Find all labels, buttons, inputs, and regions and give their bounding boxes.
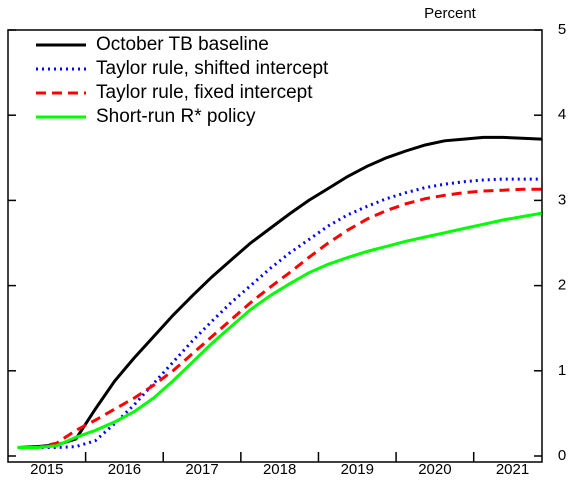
y-tick-label: 0 xyxy=(558,447,566,464)
series-line xyxy=(17,135,542,449)
x-tick-label: 2018 xyxy=(263,461,296,478)
x-tick-label: 2019 xyxy=(341,461,374,478)
legend-label: October TB baseline xyxy=(96,34,269,55)
legend-label: Taylor rule, shifted intercept xyxy=(96,58,329,79)
x-tick-label: 2015 xyxy=(30,461,63,478)
y-tick-label: 5 xyxy=(558,21,566,38)
plot-frame xyxy=(7,29,543,463)
x-tick-label: 2017 xyxy=(185,461,218,478)
unit-label: Percent xyxy=(424,5,477,22)
legend-label: Taylor rule, fixed intercept xyxy=(96,82,313,103)
y-tick-label: 4 xyxy=(558,106,566,123)
x-tick-label: 2021 xyxy=(496,461,529,478)
y-tick-label: 3 xyxy=(558,191,566,208)
series-line xyxy=(17,187,542,449)
legend: October TB baseline Taylor rule, shifted … xyxy=(36,34,329,127)
y-tick-label: 2 xyxy=(558,277,566,294)
x-tick-label: 2016 xyxy=(108,461,141,478)
y-tick-label: 1 xyxy=(558,362,566,379)
legend-label: Short-run R* policy xyxy=(96,106,256,127)
series-line xyxy=(17,177,542,449)
series-line xyxy=(17,211,542,449)
x-tick-label: 2020 xyxy=(418,461,451,478)
